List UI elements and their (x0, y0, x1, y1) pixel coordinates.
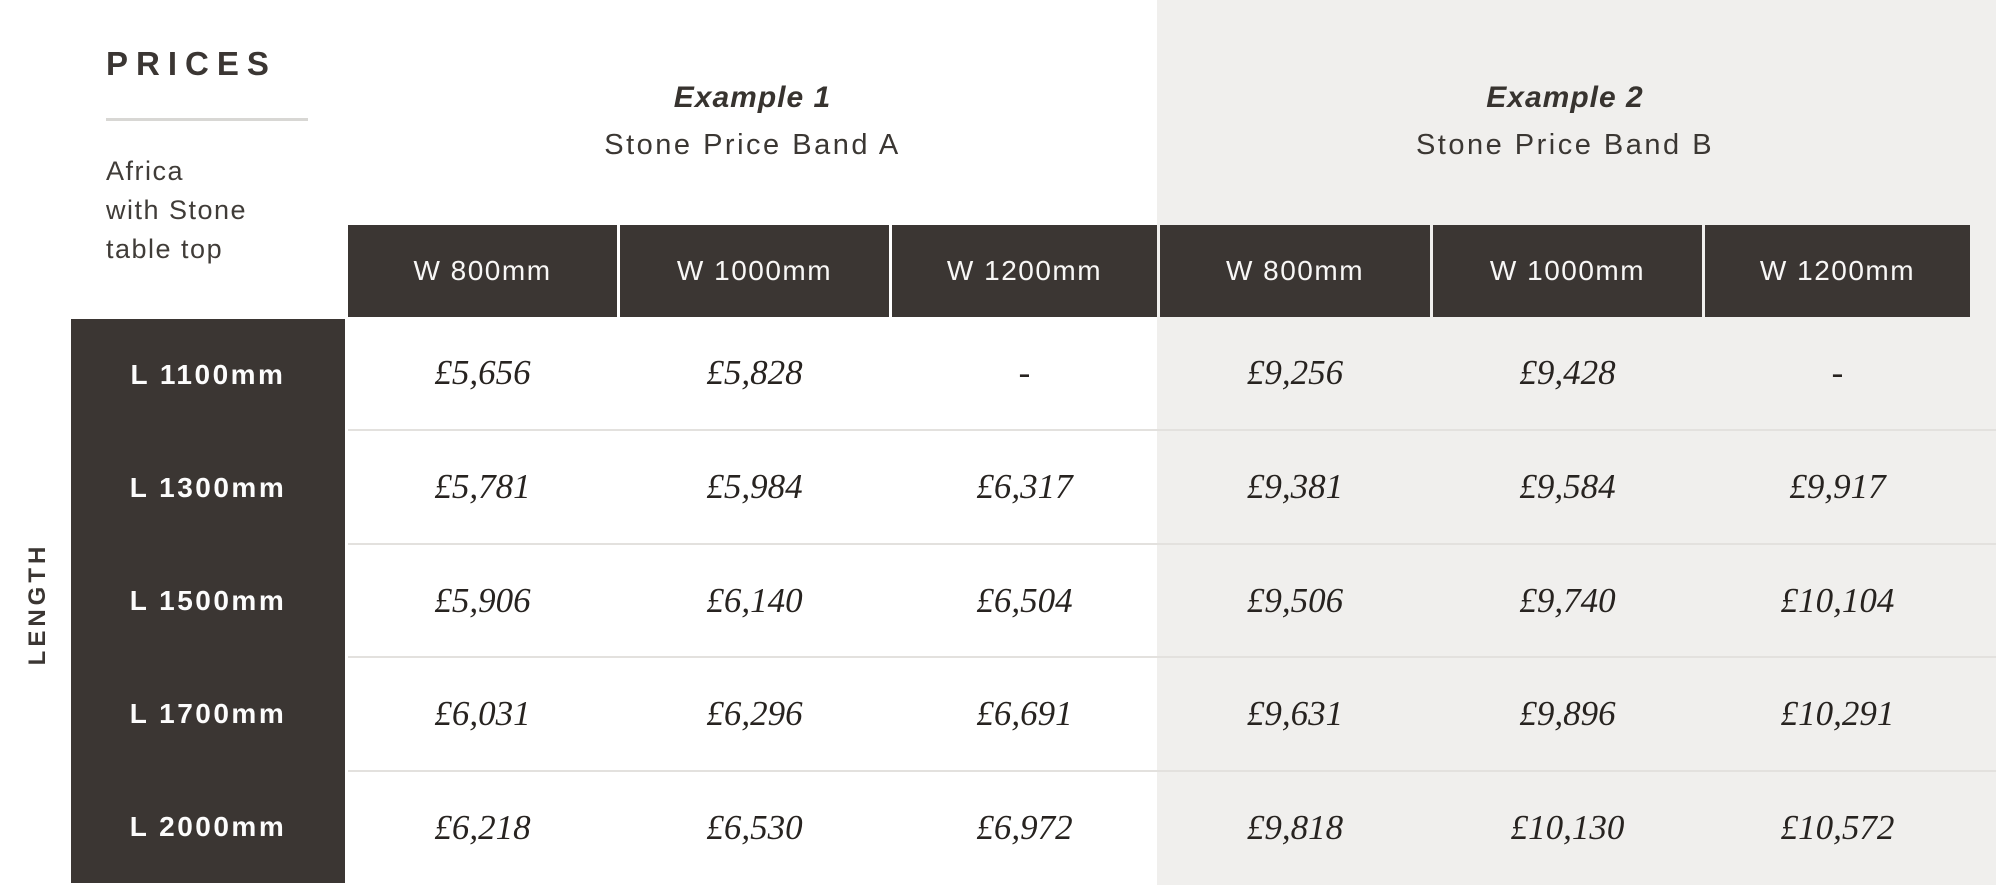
product-name: Africa with Stone table top (106, 152, 356, 269)
row-label-l-1300mm: L 1300mm (129, 472, 287, 504)
table-row: £6,031 £6,296 £6,691 £9,631 £9,896 £10,291 (348, 658, 1996, 772)
row-label-l-1700mm: L 1700mm (129, 697, 287, 729)
price-cell: £9,740 (1519, 580, 1616, 620)
page-title: PRICES (106, 45, 277, 82)
band-b-background-panel (1157, 0, 1996, 885)
column-header-a-w-1200mm: W 1200mm (892, 225, 1157, 317)
price-cell: £9,381 (1246, 467, 1344, 506)
price-cell: £6,504 (976, 580, 1073, 620)
product-name-line: Africa (106, 156, 185, 186)
price-cell: £10,291 (1780, 694, 1895, 733)
price-cell: £5,781 (434, 467, 531, 506)
example-2-label: Example 2 (1486, 81, 1644, 114)
price-cell: £6,218 (434, 807, 531, 847)
column-header-b-w-1000mm: W 1000mm (1433, 225, 1702, 317)
band-a-subtitle: Stone Price Band A (604, 129, 901, 161)
price-cell: £10,572 (1780, 807, 1895, 847)
price-cell: £5,984 (706, 467, 803, 506)
product-name-line: table top (106, 234, 224, 264)
price-cell: £9,428 (1519, 353, 1616, 392)
price-cell: - (1018, 353, 1031, 392)
price-cell: £9,256 (1246, 353, 1344, 392)
price-cell: £6,691 (976, 694, 1073, 733)
table-row: £5,656 £5,828 - £9,256 £9,428 - (348, 317, 1996, 431)
price-cell: - (1831, 353, 1844, 392)
price-cell: £9,917 (1789, 467, 1886, 506)
title-block: PRICES Africa with Stone table top (106, 46, 356, 269)
title-underline (106, 118, 308, 121)
example-1-label: Example 1 (673, 81, 832, 114)
length-axis-label: LENGTH (24, 542, 51, 666)
price-cell: £5,906 (434, 580, 531, 620)
band-a-header: Example 1 Stone Price Band A (348, 80, 1157, 164)
price-cell: £6,972 (976, 807, 1073, 847)
length-sidebar: L 1100mm L 1300mm L 1500mm L 1700mm L 2000mm (71, 319, 345, 883)
column-header-a-w-800mm: W 800mm (348, 225, 617, 317)
price-cell: £6,317 (976, 467, 1073, 506)
price-cell: £5,828 (706, 353, 803, 392)
price-cell: £10,130 (1510, 807, 1625, 847)
price-cell: £5,656 (434, 353, 531, 392)
band-b-header: Example 2 Stone Price Band B (1160, 80, 1970, 164)
price-cell: £9,818 (1246, 807, 1344, 847)
price-cell: £6,296 (706, 694, 803, 733)
price-cell: £9,506 (1246, 580, 1344, 620)
price-cell: £6,530 (706, 807, 803, 847)
table-row: £5,906 £6,140 £6,504 £9,506 £9,740 £10,104 (348, 545, 1996, 658)
price-cell: £6,031 (434, 694, 531, 733)
table-row: £5,781 £5,984 £6,317 £9,381 £9,584 £9,917 (348, 431, 1996, 545)
band-b-subtitle: Stone Price Band B (1415, 129, 1715, 161)
price-cell: £10,104 (1780, 580, 1895, 620)
column-header-b-w-1200mm: W 1200mm (1705, 225, 1970, 317)
price-cell: £9,896 (1519, 694, 1616, 733)
price-cell: £6,140 (706, 580, 803, 620)
column-header-b-w-800mm: W 800mm (1160, 225, 1430, 317)
price-cell: £9,631 (1246, 694, 1344, 733)
price-cell: £9,584 (1519, 467, 1616, 506)
row-label-l-1100mm: L 1100mm (130, 359, 286, 391)
product-name-line: with Stone (106, 195, 248, 225)
row-label-l-1500mm: L 1500mm (129, 584, 287, 616)
table-row: £6,218 £6,530 £6,972 £9,818 £10,130 £10,572 (348, 772, 1996, 883)
column-header-a-w-1000mm: W 1000mm (620, 225, 889, 317)
row-label-l-2000mm: L 2000mm (129, 810, 287, 842)
